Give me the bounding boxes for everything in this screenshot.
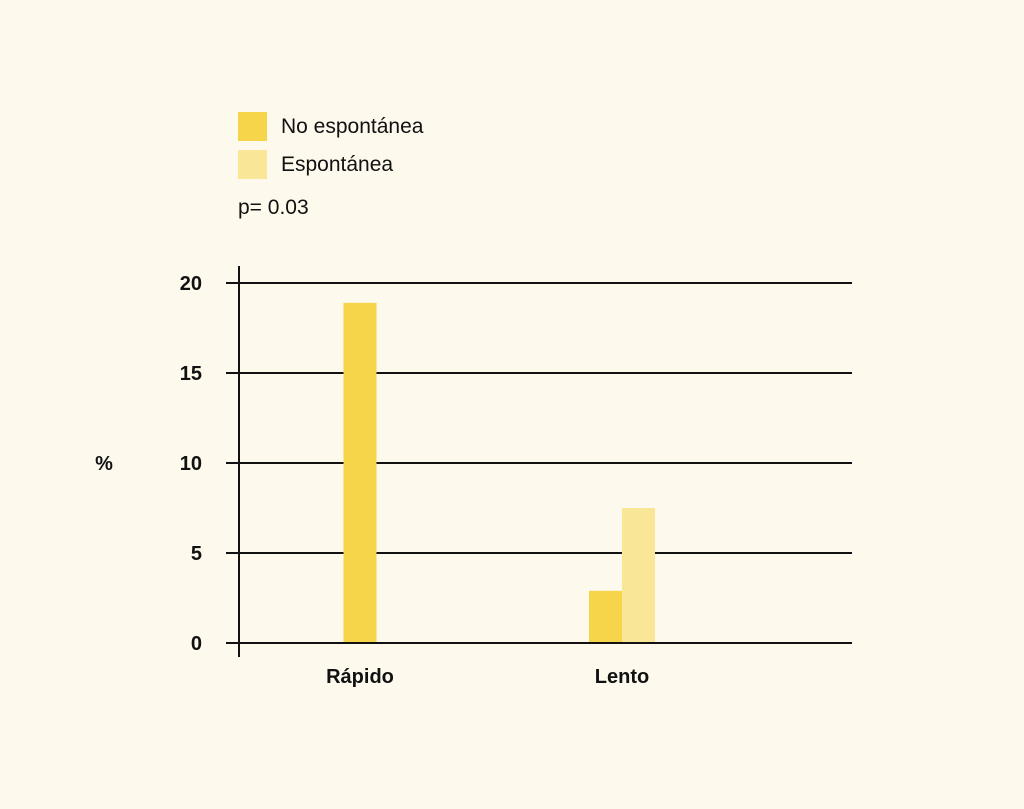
legend-item-no-espontanea: No espontánea: [238, 112, 423, 141]
legend-swatch-no-espontanea: [238, 112, 267, 141]
p-value-annotation: p= 0.03: [238, 196, 309, 219]
x-category-label-0: Rápido: [326, 666, 394, 688]
bar-rápido-series-0: [343, 302, 377, 643]
y-tick-label-5: 5: [191, 543, 202, 565]
y-tick-label-15: 15: [180, 363, 202, 385]
y-axis-label: %: [95, 453, 113, 475]
y-tick-label-10: 10: [180, 453, 202, 475]
y-tick-label-20: 20: [180, 273, 202, 295]
x-category-label-1: Lento: [595, 666, 649, 688]
legend-item-espontanea: Espontánea: [238, 150, 393, 179]
legend-label-no-espontanea: No espontánea: [281, 115, 424, 138]
bar-lento-series-0: [589, 590, 622, 643]
legend-label-espontanea: Espontánea: [281, 153, 394, 176]
legend-swatch-espontanea: [238, 150, 267, 179]
bar-lento-series-1: [622, 508, 655, 643]
y-tick-label-0: 0: [191, 633, 202, 655]
